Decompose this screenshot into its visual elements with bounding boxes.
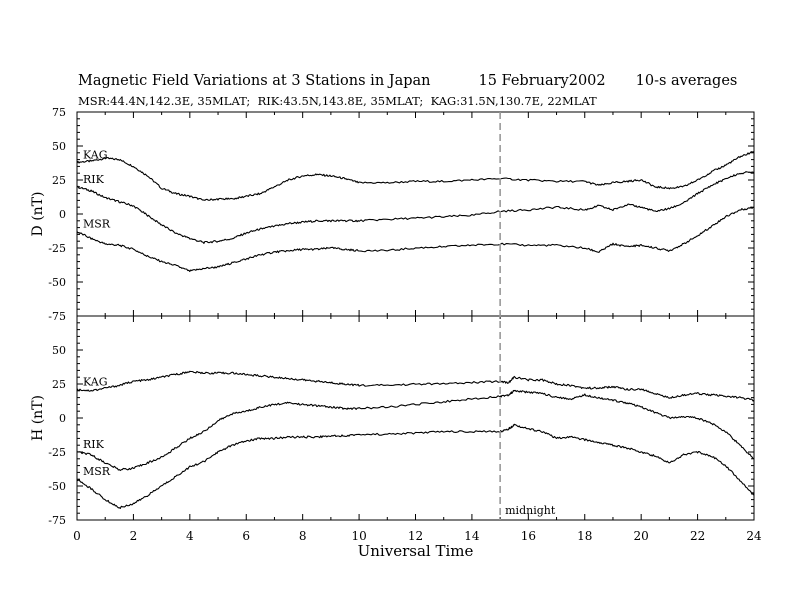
x-tick-label: 6 <box>242 529 250 543</box>
y-tick-label: 75 <box>52 106 66 119</box>
x-tick-label: 22 <box>690 529 705 543</box>
x-tick-label: 2 <box>130 529 138 543</box>
x-tick-label: 0 <box>73 529 81 543</box>
title-averaging: 10-s averages <box>635 73 738 89</box>
chart-title: Magnetic Field Variations at 3 Stations … <box>78 73 737 89</box>
midnight-label: midnight <box>505 504 556 517</box>
y-tick-label: 50 <box>52 140 66 153</box>
series-label-rik: RIK <box>83 438 105 451</box>
series-label-msr: MSR <box>83 218 111 231</box>
title-main: Magnetic Field Variations at 3 Stations … <box>78 73 431 89</box>
series-line-kag <box>76 150 755 201</box>
x-tick-label: 14 <box>464 529 480 543</box>
series-label-kag: KAG <box>83 148 108 161</box>
x-tick-label: 10 <box>351 529 366 543</box>
y-tick-label: 0 <box>59 208 66 221</box>
series-line-rik <box>76 389 755 472</box>
x-tick-label: 16 <box>521 529 536 543</box>
y-tick-label: -75 <box>48 310 66 323</box>
x-axis-label: Universal Time <box>358 542 474 560</box>
chart-subtitle: MSR:44.4N,142.3E, 35MLAT; RIK:43.5N,143.… <box>78 94 597 108</box>
plot-frame: 75 50 25 0 -25 -50 -75 D (nT) 50 25 0 -25 -50 -75 H (n… <box>30 106 762 560</box>
series-label-kag: KAG <box>83 375 108 388</box>
series-line-msr <box>76 206 755 273</box>
panel-border <box>76 315 755 521</box>
y-tick-label: -50 <box>48 480 66 493</box>
y-tick-label: -50 <box>48 276 66 289</box>
y-tick-label: 25 <box>52 378 66 391</box>
series-label-msr: MSR <box>83 465 111 478</box>
y-axis-label: H (nT) <box>30 395 46 441</box>
y-tick-label: 25 <box>52 174 66 187</box>
x-tick-label: 12 <box>408 529 423 543</box>
series-line-msr <box>76 423 755 509</box>
y-tick-label: 0 <box>59 412 66 425</box>
series-line-kag <box>76 370 755 402</box>
x-tick-label: 20 <box>634 529 649 543</box>
x-tick-label: 4 <box>186 529 194 543</box>
panel-border <box>76 111 755 317</box>
chart-marks: KAG RIK MSR KAG RIK MSR midnight <box>76 112 755 520</box>
x-tick-label: 24 <box>746 529 762 543</box>
title-date: 15 February2002 <box>478 73 606 89</box>
x-tick-label: 8 <box>299 529 307 543</box>
series-line-rik <box>76 171 755 244</box>
y-tick-label: -25 <box>48 242 66 255</box>
y-tick-label: -75 <box>48 514 66 527</box>
series-label-rik: RIK <box>83 173 105 186</box>
x-tick-label: 18 <box>577 529 592 543</box>
y-tick-label: 50 <box>52 344 66 357</box>
y-axis-label: D (nT) <box>30 192 46 237</box>
y-tick-label: -25 <box>48 446 66 459</box>
